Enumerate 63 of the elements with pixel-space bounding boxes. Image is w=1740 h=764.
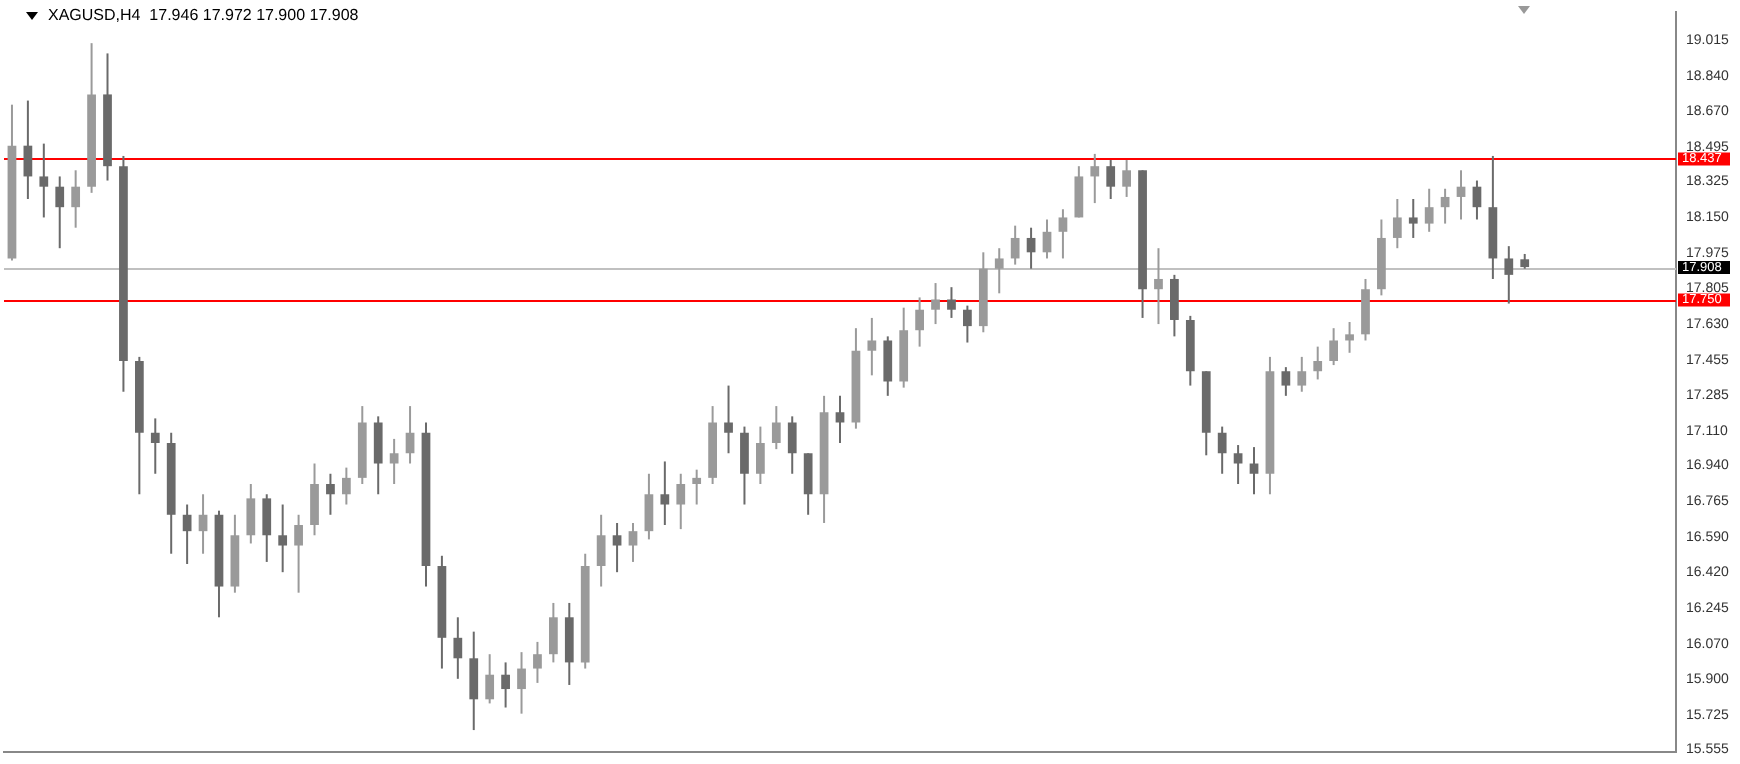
candlestick	[310, 462, 319, 537]
candlestick	[1392, 197, 1402, 250]
candlestick	[1329, 327, 1339, 367]
candlestick	[341, 466, 351, 506]
candlestick	[1424, 187, 1434, 233]
candlestick	[1281, 366, 1291, 397]
candlestick	[994, 247, 1004, 295]
candlestick	[548, 601, 558, 664]
candlestick	[278, 503, 288, 574]
candlestick	[931, 282, 940, 326]
candlestick	[1345, 321, 1354, 354]
candlestick	[724, 384, 733, 455]
candlestick	[1010, 224, 1020, 266]
candlestick	[740, 425, 749, 506]
candlestick	[628, 521, 638, 563]
candlestick	[262, 493, 272, 563]
candlestick	[469, 630, 479, 732]
candlestick	[389, 437, 399, 486]
candlestick	[1233, 444, 1243, 486]
candlestick	[485, 653, 495, 705]
candlestick	[373, 415, 383, 496]
candlestick	[915, 296, 924, 348]
candlestick	[1361, 277, 1370, 342]
candlestick	[1154, 247, 1163, 326]
candlestick	[1504, 245, 1514, 305]
candlestick	[182, 503, 192, 565]
candlestick	[660, 460, 670, 527]
candlestick	[947, 286, 956, 319]
candlestick	[1106, 159, 1116, 200]
candlestick	[771, 405, 781, 451]
candlestick	[1122, 159, 1132, 198]
candlestick	[294, 513, 303, 594]
chart-title: XAGUSD,H4 17.946 17.972 17.900 17.908	[48, 6, 359, 24]
candlestick	[1170, 273, 1179, 338]
candlestick	[883, 335, 893, 397]
candlestick	[517, 651, 526, 715]
candlestick	[1408, 197, 1418, 239]
candlestick	[787, 415, 797, 475]
candlestick	[644, 472, 654, 541]
candlestick	[1058, 208, 1068, 260]
candlestick	[246, 483, 256, 545]
candlestick	[1313, 345, 1323, 381]
candlestick	[692, 468, 702, 506]
candlestick	[1074, 165, 1084, 219]
candlestick	[453, 616, 463, 680]
candlestick	[596, 513, 606, 588]
candlestick	[676, 472, 686, 531]
candlestick	[1297, 355, 1307, 393]
candlestick	[39, 142, 49, 219]
candlestick	[326, 472, 335, 516]
candlestick	[756, 425, 765, 486]
candlestick	[1090, 152, 1100, 205]
candlestick	[564, 601, 574, 686]
candlestick	[150, 417, 160, 475]
candlestick	[501, 661, 510, 709]
candlestick	[71, 169, 81, 229]
candlestick	[963, 304, 972, 344]
candlestick	[803, 452, 813, 516]
candlestick	[533, 640, 542, 684]
candlestick	[612, 521, 622, 574]
candlestick	[1217, 425, 1227, 475]
candlestick	[867, 316, 877, 377]
candlestick	[55, 175, 65, 250]
